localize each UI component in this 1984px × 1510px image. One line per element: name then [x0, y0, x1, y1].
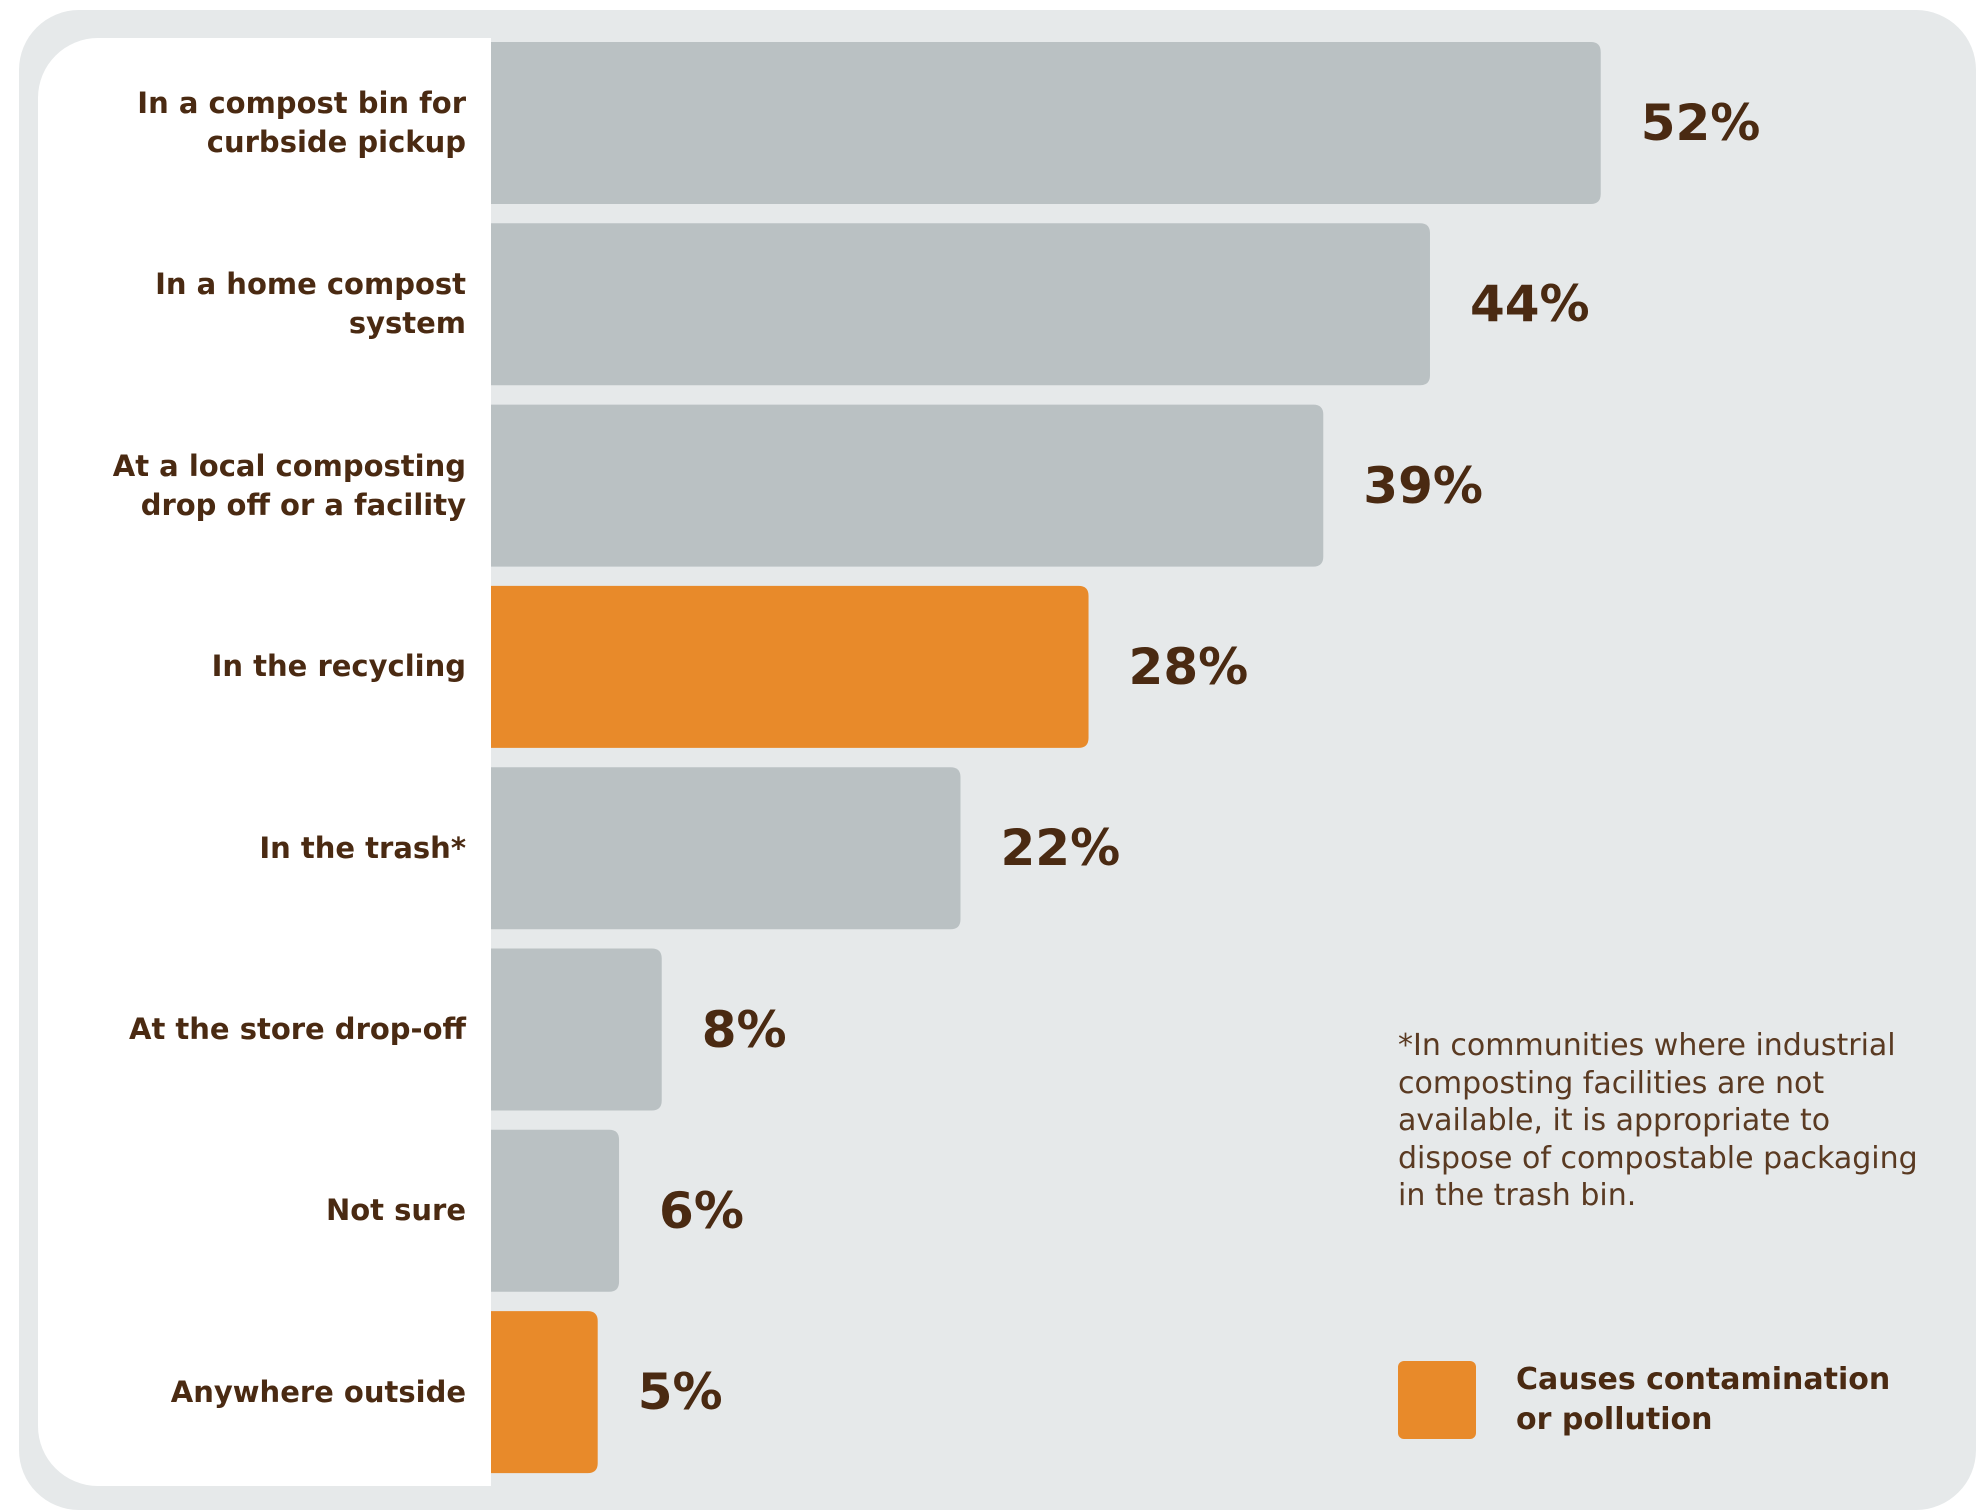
- bar: [491, 585, 1089, 748]
- value-label: 8%: [701, 1000, 787, 1059]
- footnote: *In communities where industrial compost…: [1398, 1028, 1918, 1213]
- value-label: 39%: [1363, 456, 1483, 515]
- bar: [491, 42, 1601, 204]
- category-label: Not sure: [325, 1193, 466, 1228]
- bar: [491, 404, 1324, 567]
- category-label: In the recycling: [211, 649, 466, 684]
- value-label: 52%: [1640, 94, 1761, 152]
- value-label: 44%: [1469, 275, 1590, 334]
- value-label: 22%: [1000, 819, 1121, 878]
- value-label: 5%: [637, 1363, 723, 1422]
- category-label: At the store drop-off: [129, 1012, 466, 1046]
- category-label: Anywhere outside: [170, 1374, 466, 1409]
- label-panel: [38, 38, 491, 1486]
- bar: [491, 223, 1430, 386]
- legend-label: Causes contamination or pollution: [1516, 1362, 1891, 1437]
- value-label: 28%: [1128, 637, 1249, 696]
- legend-swatch: [1398, 1361, 1476, 1439]
- bar: [491, 1129, 620, 1292]
- bar: [491, 948, 662, 1111]
- category-label: In the trash*: [259, 830, 466, 865]
- bar: [491, 1311, 598, 1474]
- category-label: In a compost bin for curbside pickup: [137, 86, 466, 159]
- value-label: 6%: [659, 1181, 744, 1240]
- category-label: In a home compost system: [155, 267, 466, 341]
- bar: [491, 767, 961, 930]
- category-label: At a local composting drop off or a faci…: [112, 448, 466, 522]
